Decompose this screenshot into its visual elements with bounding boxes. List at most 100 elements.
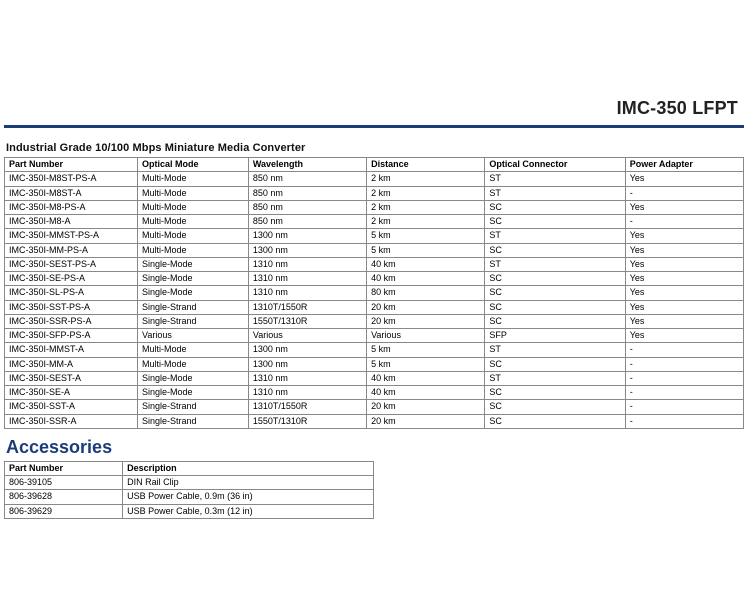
table-cell: - [625,215,743,229]
table-cell: SC [485,200,625,214]
table-cell: 5 km [367,243,485,257]
table-cell: 20 km [367,300,485,314]
table-row: IMC-350I-M8ST-PS-AMulti-Mode850 nm2 kmST… [5,172,744,186]
table-cell: 1300 nm [248,229,366,243]
table-row: IMC-350I-MMST-AMulti-Mode1300 nm5 kmST- [5,343,744,357]
table-cell: 806-39628 [5,490,123,504]
table-cell: 40 km [367,272,485,286]
table-cell: 2 km [367,172,485,186]
table-cell: 806-39629 [5,504,123,518]
table-cell: - [625,371,743,385]
table-cell: 2 km [367,186,485,200]
table-row: 806-39629USB Power Cable, 0.3m (12 in) [5,504,374,518]
table-row: IMC-350I-MMST-PS-AMulti-Mode1300 nm5 kmS… [5,229,744,243]
table-cell: USB Power Cable, 0.3m (12 in) [123,504,374,518]
table-cell: 806-39105 [5,476,123,490]
table-cell: - [625,343,743,357]
table-cell: IMC-350I-MMST-PS-A [5,229,138,243]
table-row: IMC-350I-SE-PS-ASingle-Mode1310 nm40 kmS… [5,272,744,286]
table-cell: Multi-Mode [138,172,249,186]
table-cell: 850 nm [248,172,366,186]
table-cell: USB Power Cable, 0.9m (36 in) [123,490,374,504]
table-cell: 40 km [367,386,485,400]
table-cell: 20 km [367,400,485,414]
table-cell: Single-Mode [138,386,249,400]
table-cell: Multi-Mode [138,229,249,243]
table-cell: IMC-350I-SEST-A [5,371,138,385]
table-cell: Single-Mode [138,371,249,385]
table-cell: 1310 nm [248,386,366,400]
table-cell: ST [485,371,625,385]
table-cell: Various [138,329,249,343]
table-cell: - [625,386,743,400]
table-cell: Multi-Mode [138,200,249,214]
table-cell: 40 km [367,257,485,271]
table-cell: 20 km [367,414,485,428]
table-cell: - [625,186,743,200]
table-cell: DIN Rail Clip [123,476,374,490]
table-row: IMC-350I-MM-AMulti-Mode1300 nm5 kmSC- [5,357,744,371]
table-cell: IMC-350I-SSR-A [5,414,138,428]
table-cell: 850 nm [248,186,366,200]
table-row: IMC-350I-M8ST-AMulti-Mode850 nm2 kmST- [5,186,744,200]
table-row: IMC-350I-SL-PS-ASingle-Mode1310 nm80 kmS… [5,286,744,300]
table-cell: ST [485,257,625,271]
table-cell: ST [485,343,625,357]
table-cell: IMC-350I-SE-PS-A [5,272,138,286]
table-cell: Yes [625,314,743,328]
table-cell: SC [485,414,625,428]
table-row: IMC-350I-SST-ASingle-Strand1310T/1550R20… [5,400,744,414]
table-cell: Single-Mode [138,257,249,271]
table-cell: Single-Strand [138,300,249,314]
table-cell: SC [485,357,625,371]
table-row: IMC-350I-M8-PS-AMulti-Mode850 nm2 kmSCYe… [5,200,744,214]
table-cell: Yes [625,286,743,300]
table-row: IMC-350I-M8-AMulti-Mode850 nm2 kmSC- [5,215,744,229]
table-cell: - [625,414,743,428]
accessories-heading: Accessories [6,437,744,458]
table-cell: Multi-Mode [138,343,249,357]
table-cell: IMC-350I-SSR-PS-A [5,314,138,328]
table-cell: IMC-350I-M8ST-A [5,186,138,200]
table-cell: IMC-350I-M8ST-PS-A [5,172,138,186]
table-cell: SC [485,272,625,286]
table-cell: SFP [485,329,625,343]
table-cell: - [625,357,743,371]
table-row: IMC-350I-SEST-ASingle-Mode1310 nm40 kmST… [5,371,744,385]
table-cell: IMC-350I-SE-A [5,386,138,400]
table-cell: IMC-350I-SL-PS-A [5,286,138,300]
table-cell: IMC-350I-MM-PS-A [5,243,138,257]
table-cell: 2 km [367,200,485,214]
table-cell: ST [485,229,625,243]
table-cell: Multi-Mode [138,186,249,200]
table-cell: SC [485,400,625,414]
table-cell: Single-Strand [138,414,249,428]
table-cell: - [625,400,743,414]
table-cell: Multi-Mode [138,215,249,229]
table-cell: 850 nm [248,200,366,214]
table-cell: 2 km [367,215,485,229]
table-cell: 1310 nm [248,272,366,286]
spec-col-4: Optical Connector [485,158,625,172]
table-cell: IMC-350I-SST-A [5,400,138,414]
table-cell: Single-Mode [138,272,249,286]
table-row: 806-39105DIN Rail Clip [5,476,374,490]
spec-col-3: Distance [367,158,485,172]
table-cell: 5 km [367,343,485,357]
table-row: IMC-350I-SST-PS-ASingle-Strand1310T/1550… [5,300,744,314]
table-cell: 1310T/1550R [248,400,366,414]
spec-table: Part NumberOptical ModeWavelengthDistanc… [4,157,744,429]
table-cell: Yes [625,243,743,257]
table-cell: SC [485,286,625,300]
acc-col-0: Part Number [5,461,123,475]
table-cell: SC [485,300,625,314]
table-cell: 1310 nm [248,371,366,385]
table-cell: 1310 nm [248,257,366,271]
table-cell: 80 km [367,286,485,300]
table-cell: Yes [625,329,743,343]
table-cell: 1310 nm [248,286,366,300]
table-cell: Multi-Mode [138,243,249,257]
table-cell: SC [485,215,625,229]
accessories-table-header-row: Part NumberDescription [5,461,374,475]
table-row: 806-39628USB Power Cable, 0.9m (36 in) [5,490,374,504]
